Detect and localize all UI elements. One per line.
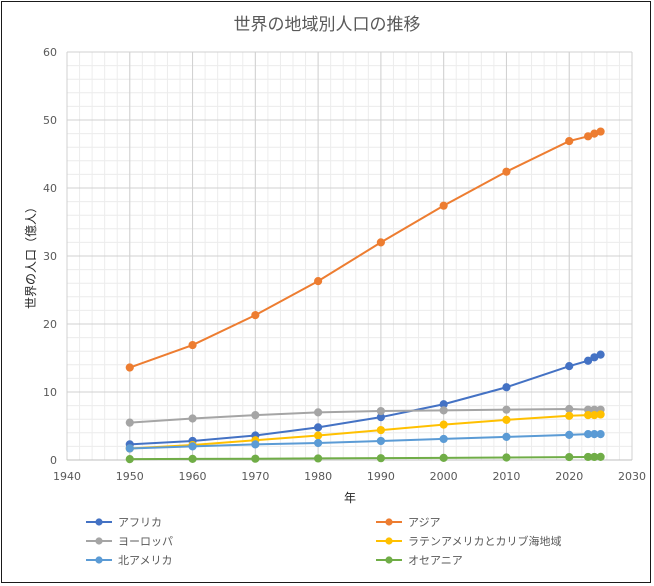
data-point [596, 430, 605, 439]
x-tick-label: 1960 [179, 470, 207, 483]
series-0 [125, 350, 605, 449]
legend-item: アジア [376, 516, 441, 529]
legend-label: アフリカ [118, 516, 162, 529]
data-point [502, 432, 511, 441]
legend-label: ラテンアメリカとカリブ海地域 [408, 534, 561, 548]
data-point [439, 406, 448, 415]
data-point [376, 406, 385, 416]
data-point [314, 277, 323, 286]
y-tick-label: 30 [43, 250, 57, 263]
legend-marker [385, 537, 393, 545]
y-tick-label: 60 [43, 46, 57, 59]
x-tick-label: 1950 [116, 470, 144, 483]
data-point [125, 444, 134, 453]
data-point [376, 436, 385, 446]
data-point [565, 362, 574, 371]
x-axis-title: 年 [344, 491, 356, 505]
chart-title: 世界の地域別人口の推移 [234, 15, 421, 35]
data-point [502, 415, 511, 424]
legend-item: 北アメリカ [86, 554, 172, 567]
data-point [502, 405, 511, 414]
y-tick-label: 20 [43, 318, 57, 331]
legend-label: アジア [408, 516, 441, 529]
data-point [251, 311, 260, 320]
y-tick-label: 10 [43, 386, 57, 399]
legend-label: 北アメリカ [118, 554, 172, 567]
data-point [502, 167, 511, 176]
x-tick-label: 1940 [53, 470, 81, 483]
data-point [314, 408, 323, 417]
data-point [188, 442, 197, 451]
data-point [583, 356, 593, 365]
data-point [314, 454, 323, 463]
legend-marker [385, 556, 393, 564]
series-line [129, 455, 601, 461]
series-5 [125, 452, 605, 464]
legend-marker [385, 518, 393, 526]
y-tick-label: 40 [43, 182, 57, 195]
data-point [251, 440, 260, 449]
data-point [502, 383, 511, 392]
data-point [596, 350, 605, 359]
x-tick-label: 1990 [367, 470, 395, 483]
legend-item: ラテンアメリカとカリブ海地域 [376, 534, 561, 548]
data-point [596, 127, 605, 136]
legend-item: オセアニア [376, 554, 463, 567]
legend-item: ヨーロッパ [86, 535, 173, 548]
data-point [251, 411, 260, 420]
series-line [129, 130, 601, 369]
data-point [188, 340, 197, 350]
legend-item: アフリカ [86, 516, 162, 529]
data-point [125, 363, 134, 372]
legend-label: オセアニア [408, 554, 463, 567]
series-4 [125, 430, 605, 453]
series-1 [125, 127, 605, 372]
y-tick-label: 0 [50, 454, 57, 467]
data-point [251, 454, 260, 463]
legend-marker [95, 556, 103, 564]
data-point [439, 434, 448, 444]
data-point [439, 453, 448, 462]
data-point [314, 423, 323, 432]
data-point [439, 201, 448, 210]
x-tick-label: 2010 [492, 470, 520, 483]
data-point [596, 452, 605, 461]
x-tick-label: 1980 [304, 470, 332, 483]
legend-marker [95, 518, 103, 526]
data-point [125, 418, 134, 427]
data-point [565, 411, 574, 420]
data-point [376, 425, 385, 435]
legend-label: ヨーロッパ [118, 535, 173, 548]
data-point [125, 455, 134, 464]
x-tick-label: 2030 [618, 470, 646, 483]
series-2 [125, 404, 605, 427]
data-point [565, 136, 574, 146]
x-tick-label: 1970 [241, 470, 269, 483]
data-point [596, 410, 605, 419]
data-point [188, 454, 197, 464]
data-point [565, 430, 574, 439]
data-point [565, 404, 574, 414]
legend-marker [95, 537, 103, 545]
data-point [188, 414, 197, 423]
data-point [565, 452, 574, 462]
grid-lines [66, 51, 633, 461]
x-tick-label: 2020 [555, 470, 583, 483]
data-point [314, 438, 323, 448]
data-point [439, 420, 448, 429]
x-tick-label: 2000 [430, 470, 458, 483]
data-point [376, 454, 385, 463]
axes: 1940 1950 1960 1970 1980 1990 2000 2010 2020 2030… [43, 46, 646, 483]
data-point [314, 431, 323, 440]
data-point [376, 238, 385, 247]
data-point [502, 453, 511, 462]
y-axis-title: 世界の人口（億人） [24, 201, 38, 309]
y-tick-label: 50 [43, 114, 57, 127]
series-layer [125, 127, 605, 464]
